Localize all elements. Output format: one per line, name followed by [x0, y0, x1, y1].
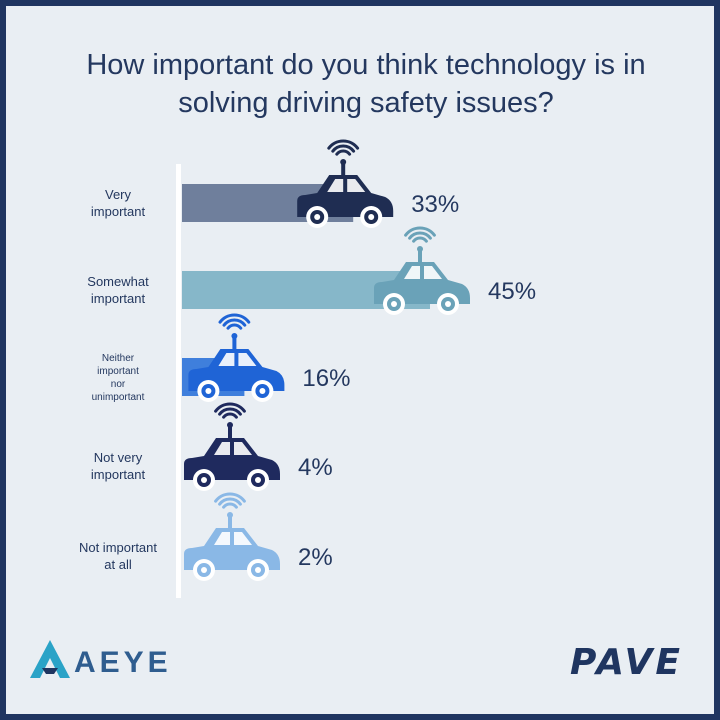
chart-title: How important do you think technology is…: [86, 49, 646, 119]
value-label: 45%: [488, 278, 536, 305]
value-label: 33%: [411, 191, 459, 218]
car-icon: [184, 402, 280, 491]
value-label: 2%: [298, 544, 333, 571]
aeye-logo-text: AEYE: [74, 646, 172, 679]
category-label: Not very important: [91, 450, 146, 482]
category-label: Neither important nor unimportant: [92, 353, 145, 403]
category-label: Very important: [91, 187, 146, 219]
pave-logo-text: PAVE: [570, 642, 683, 683]
car-icon: [297, 139, 394, 228]
value-label: 4%: [298, 454, 333, 481]
category-label: Not important at all: [79, 540, 157, 572]
axis-baseline: [176, 164, 181, 598]
category-label: Somewhat important: [87, 274, 149, 306]
car-icon: [184, 492, 280, 581]
value-label: 16%: [302, 365, 350, 392]
car-icon: [188, 313, 285, 402]
aeye-logo-icon: [30, 640, 70, 678]
car-icon: [374, 226, 470, 315]
